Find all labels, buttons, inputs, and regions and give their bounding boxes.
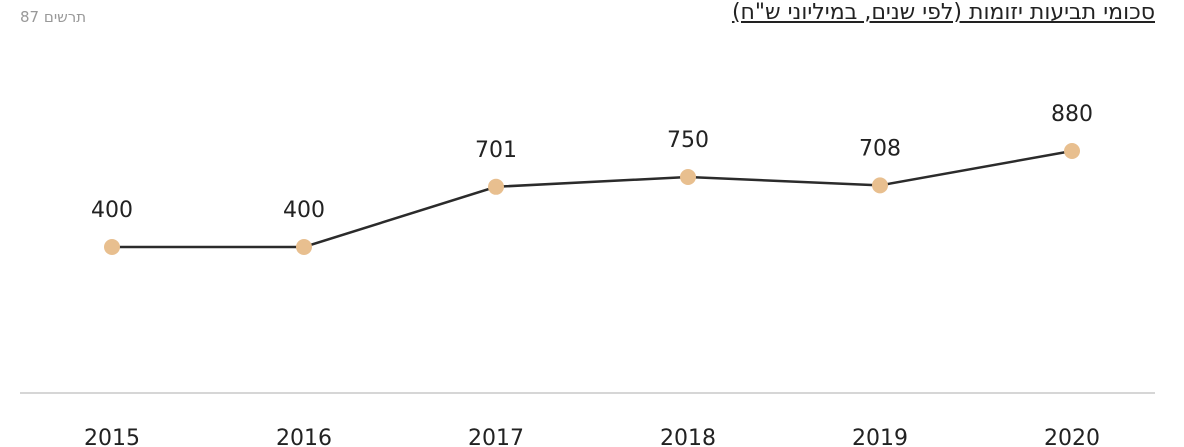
line: [112, 149, 1073, 249]
x-tick-label: 2015: [84, 426, 140, 447]
x-tick-label: 2019: [852, 426, 908, 447]
marker: [488, 178, 504, 195]
value-label: 708: [859, 136, 901, 161]
x-tick-label: 2020: [1044, 426, 1100, 447]
marker: [1064, 143, 1080, 159]
value-label: 400: [283, 198, 325, 223]
value-label: 750: [667, 128, 709, 153]
value-label: 400: [91, 198, 133, 223]
figure-label: תרשים 87: [20, 8, 87, 26]
marker: [872, 177, 888, 194]
value-label: 701: [475, 138, 517, 163]
x-tick-label: 2018: [660, 426, 716, 447]
x-tick-label: 2017: [468, 426, 524, 447]
chart-title: סכומי תביעות יזומות (לפי שנים, במיליוני …: [731, 0, 1155, 25]
x-tick-label: 2016: [276, 426, 332, 447]
marker: [680, 169, 696, 185]
value-label: 880: [1051, 102, 1093, 127]
marker: [296, 239, 312, 255]
marker: [104, 239, 120, 255]
